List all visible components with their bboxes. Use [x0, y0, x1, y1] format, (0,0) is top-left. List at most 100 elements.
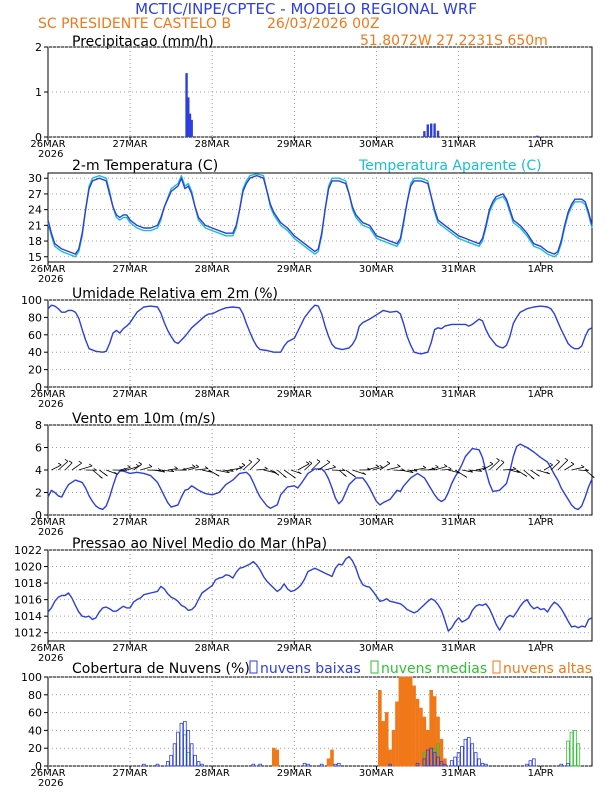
y-tick-label: 80	[28, 689, 42, 702]
wind-arrow-head	[386, 461, 391, 464]
wind-arrow-head	[283, 475, 287, 479]
wind-arrow-head	[157, 468, 162, 471]
y-tick-label: 15	[28, 251, 42, 264]
wind-arrow	[366, 466, 379, 471]
wind-arrow	[448, 469, 461, 474]
x-tick-label: 31MAR	[441, 768, 476, 779]
wind-arrow	[482, 463, 494, 471]
wind-arrow	[51, 464, 62, 471]
wind-arrow-head	[489, 461, 494, 465]
x-tick-label: 31MAR	[441, 517, 476, 528]
wind-arrow	[160, 469, 174, 473]
x-tick-label: 27MAR	[113, 139, 148, 150]
x-tick-label: 28MAR	[195, 768, 230, 779]
cloud-bar-nuvens-altas	[432, 696, 437, 767]
y-tick-label: 18	[28, 235, 42, 248]
y-tick-label: 60	[28, 329, 42, 342]
wind-arrow	[407, 469, 418, 472]
series-line-apparent	[47, 173, 593, 258]
cloud-bar-nuvens-medias	[576, 743, 581, 767]
wind-arrow	[318, 461, 331, 471]
wind-arrow-head	[272, 470, 277, 474]
wind-arrow-head	[204, 466, 209, 469]
panel-0: 0 1 2 26MAR 27MAR 28MAR 29MAR 30MAR 31MAR 1APR 202…	[30, 41, 593, 160]
header-coords: 51.8072W 27.2231S 650m	[360, 33, 548, 49]
x-tick-label: 1APR	[528, 517, 554, 528]
x-year-label: 2026	[38, 778, 63, 789]
wind-arrow	[543, 464, 553, 471]
cloud-bar-nuvens-medias	[566, 740, 570, 767]
wind-arrow	[434, 466, 448, 471]
wind-arrow-head	[88, 463, 93, 467]
cloud-legend-low-swatch	[249, 660, 258, 674]
wind-arrow	[126, 465, 140, 471]
wind-arrow-head	[343, 474, 347, 477]
cloud-bar-nuvens-altas	[326, 758, 331, 767]
x-tick-label: 28MAR	[195, 264, 230, 275]
wind-arrow	[427, 466, 439, 471]
wind-arrow-head	[375, 464, 379, 468]
cloud-bar-nuvens-baixas	[467, 737, 471, 767]
wind-arrow-head	[448, 466, 452, 470]
x-tick-label: 1APR	[528, 264, 554, 275]
x-tick-label: 30MAR	[359, 517, 394, 528]
wind-arrow	[352, 469, 366, 475]
cloud-bar-nuvens-baixas	[456, 752, 461, 767]
wind-arrow-head	[308, 460, 313, 464]
wind-arrow-head	[78, 460, 82, 464]
y-tick-label: 6	[35, 442, 42, 455]
y-tick-label: 1022	[14, 544, 42, 557]
x-tick-label: 30MAR	[359, 643, 394, 654]
wind-arrow-head	[556, 459, 560, 463]
cloud-bar-nuvens-baixas	[333, 763, 338, 767]
wind-arrow-head	[500, 459, 505, 463]
cloud-bar-nuvens-baixas	[432, 752, 437, 767]
wind-arrow	[235, 464, 246, 471]
wind-arrow-head	[536, 473, 540, 477]
cloud-bar-nuvens-baixas	[388, 763, 392, 767]
panel-2: 0 20 40 60 80 100 26MAR 27MAR 28MAR 29MAR 30MAR 31M…	[21, 294, 593, 410]
wind-arrow	[325, 466, 336, 471]
cloud-legend-mid: nuvens medias	[381, 661, 487, 677]
wind-arrow-head	[512, 466, 517, 470]
wind-title: Vento em 10m (m/s)	[72, 411, 216, 427]
cloud-bar-nuvens-baixas	[319, 763, 324, 767]
cloud-bar-nuvens-baixas	[415, 762, 420, 767]
wind-arrow-head	[422, 465, 427, 469]
x-tick-label: 27MAR	[113, 389, 148, 400]
cloud-bar-nuvens-altas	[378, 689, 382, 767]
x-tick-label: 1APR	[528, 389, 554, 400]
wind-arrow-head	[191, 464, 196, 467]
cloud-legend-low: nuvens baixas	[260, 661, 361, 677]
wind-arrow-head	[523, 474, 528, 477]
wind-arrow-head	[215, 473, 220, 477]
wind-arrow-head	[241, 462, 246, 466]
wind-arrow-head	[226, 470, 230, 474]
cloud-bar-nuvens-baixas	[528, 760, 533, 767]
cloud-bar-nuvens-baixas	[165, 761, 170, 767]
x-tick-label: 27MAR	[113, 517, 148, 528]
wind-arrow-head	[114, 471, 118, 475]
wind-arrow	[571, 466, 585, 471]
wind-arrow-head	[332, 464, 336, 468]
y-tick-label: 40	[28, 724, 42, 737]
wind-arrow	[441, 468, 452, 471]
y-tick-label: 0	[35, 509, 42, 522]
x-tick-label: 31MAR	[441, 643, 476, 654]
cloud-bar-nuvens-baixas	[189, 743, 194, 767]
x-tick-label: 26MAR	[30, 264, 65, 275]
cloud-legend-mid-swatch	[370, 660, 379, 674]
cloud-bar-nuvens-baixas	[179, 722, 184, 767]
wind-arrow	[290, 469, 302, 475]
precip-bar	[429, 123, 433, 137]
precip-bar	[188, 113, 192, 137]
x-tick-label: 30MAR	[359, 768, 394, 779]
cloud-bar-nuvens-baixas	[251, 763, 256, 767]
wind-arrow-head	[68, 460, 73, 464]
wind-arrow-head	[57, 462, 62, 466]
panel-4: 1012 1014 1016 1018 1020 1022 26MAR 27MAR 28MAR 2…	[14, 544, 593, 664]
y-tick-label: 30	[28, 172, 42, 185]
cloud-bar-nuvens-baixas	[337, 762, 341, 767]
wind-arrow	[215, 469, 230, 474]
y-tick-label: 2	[35, 487, 42, 500]
